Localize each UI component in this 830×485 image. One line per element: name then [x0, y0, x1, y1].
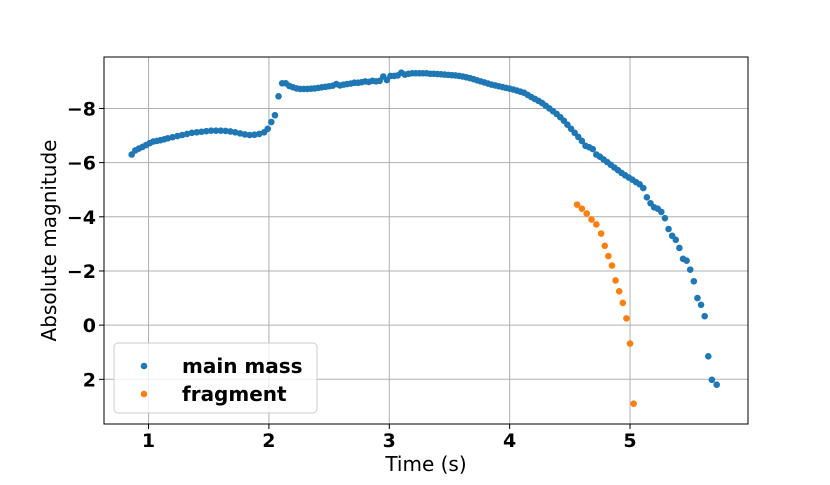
data-point — [573, 201, 581, 208]
x-tick-label: 5 — [623, 430, 636, 452]
data-point — [605, 252, 612, 260]
y-tick-label: 2 — [83, 369, 96, 391]
x-tick-label: 3 — [383, 430, 396, 452]
data-point — [661, 214, 669, 222]
x-tick-label: 1 — [142, 430, 155, 452]
series-fragment — [573, 201, 637, 407]
data-point — [198, 128, 205, 136]
grid — [104, 57, 748, 424]
data-point — [701, 312, 708, 320]
x-tick-label: 2 — [262, 430, 275, 452]
series-main-mass — [128, 69, 721, 389]
data-point — [268, 118, 275, 126]
data-point — [589, 145, 597, 153]
data-points — [128, 69, 721, 407]
data-point — [593, 221, 600, 228]
data-point — [676, 244, 683, 252]
ticks: 1 2 3 4 5 −8 −6 −4 −2 0 2 — [67, 98, 637, 452]
plot-frame — [103, 56, 749, 425]
data-point — [690, 277, 698, 285]
data-point — [619, 299, 627, 307]
data-point — [630, 400, 637, 407]
data-point — [212, 127, 220, 134]
data-point — [588, 216, 595, 223]
legend-marker-main-mass — [140, 362, 148, 370]
legend: main mass fragment — [113, 342, 318, 414]
data-point — [264, 125, 272, 133]
x-tick-label: 4 — [503, 430, 516, 452]
data-point — [188, 129, 196, 137]
y-tick-label: −8 — [67, 98, 96, 120]
data-point — [686, 266, 694, 273]
data-point — [578, 137, 586, 145]
data-point — [694, 294, 701, 302]
data-point — [612, 277, 619, 284]
data-point — [623, 315, 630, 322]
data-point — [246, 131, 253, 139]
data-point — [608, 262, 616, 269]
data-point — [672, 236, 680, 244]
data-point — [376, 77, 383, 85]
data-point — [704, 352, 712, 360]
y-tick-label: 0 — [83, 315, 96, 337]
data-point — [222, 127, 229, 135]
data-point — [578, 205, 586, 212]
data-point — [241, 131, 249, 138]
data-point — [643, 193, 651, 201]
legend-label-main-mass: main mass — [182, 354, 303, 378]
data-point — [597, 230, 605, 237]
y-tick-label: −6 — [67, 153, 96, 175]
data-point — [683, 257, 690, 264]
data-point — [658, 208, 665, 216]
data-point — [708, 376, 716, 384]
data-point — [203, 127, 210, 135]
legend-label-fragment: fragment — [182, 382, 287, 406]
y-axis-label: Absolute magnitude — [37, 140, 61, 342]
y-tick-label: −4 — [67, 207, 96, 229]
data-point — [615, 287, 623, 295]
data-point — [271, 111, 279, 119]
data-point — [207, 127, 215, 134]
data-point — [275, 92, 282, 100]
data-point — [626, 340, 634, 347]
y-tick-label: −2 — [67, 261, 96, 283]
data-point — [601, 242, 609, 250]
data-point — [639, 184, 647, 192]
data-point — [713, 381, 721, 389]
data-point — [193, 128, 200, 136]
data-point — [583, 210, 590, 217]
legend-marker-fragment — [140, 390, 148, 398]
data-point — [217, 127, 225, 134]
data-point — [665, 225, 672, 233]
legend-box — [113, 342, 318, 414]
data-point — [697, 301, 705, 309]
x-axis-label: Time (s) — [384, 452, 466, 476]
